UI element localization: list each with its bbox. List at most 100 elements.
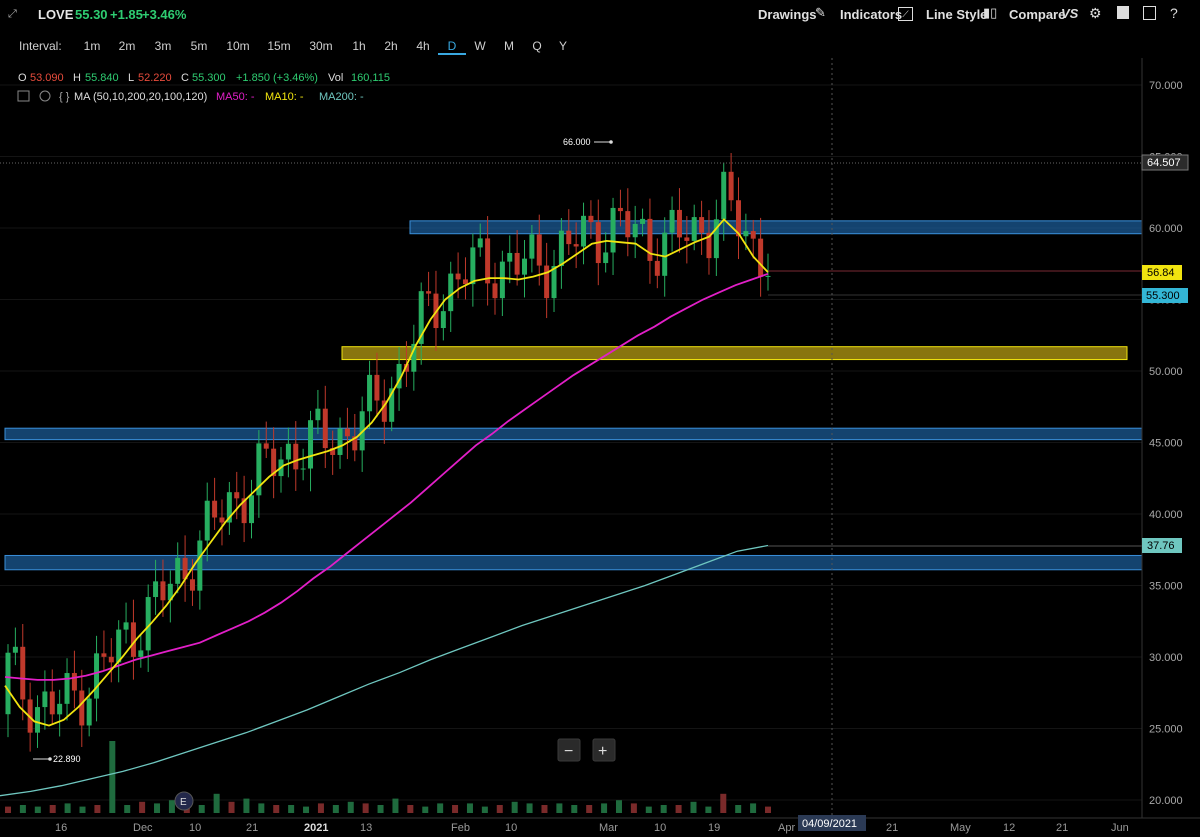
candle: [263, 443, 269, 449]
interval-15m[interactable]: 15m: [267, 39, 291, 53]
candle-style-icon: ▮▯: [983, 5, 998, 20]
line-style-button[interactable]: Line Style: [926, 7, 988, 22]
volume-bar: [79, 806, 86, 813]
candle: [322, 408, 328, 449]
candle: [389, 388, 395, 422]
zoom-in-button[interactable]: +: [592, 738, 616, 762]
interval-10m[interactable]: 10m: [226, 39, 250, 53]
ma10-line: [4, 218, 769, 727]
candle: [728, 171, 734, 201]
interval-d[interactable]: D: [438, 39, 466, 55]
candle: [654, 260, 660, 276]
volume-bar: [735, 805, 742, 813]
candle: [160, 581, 166, 601]
symbol-label[interactable]: LOVE: [38, 7, 74, 22]
candle: [49, 691, 55, 715]
candle: [758, 238, 764, 277]
candle: [522, 258, 528, 275]
candle: [35, 707, 41, 733]
candle: [271, 448, 277, 477]
candle: [514, 252, 520, 275]
x-tick-label: 21: [246, 822, 258, 834]
candle: [226, 492, 232, 523]
interval-1h[interactable]: 1h: [352, 39, 366, 53]
gear-icon[interactable]: ⚙: [1089, 5, 1102, 21]
indicators-button[interactable]: Indicators: [840, 7, 903, 22]
candle: [308, 420, 314, 469]
candle: [470, 247, 476, 285]
popout-icon[interactable]: [1143, 6, 1156, 20]
volume-bar: [452, 805, 459, 813]
indicators-icon: ⟋: [898, 7, 913, 21]
candle: [256, 443, 262, 496]
close-tag: 55.300: [1142, 288, 1188, 303]
candle: [669, 209, 675, 233]
candle: [374, 374, 380, 401]
low-annotation: 22.890: [33, 754, 81, 764]
price-chart[interactable]: O 53.090 H 55.840 L 52.220 C 55.300 +1.8…: [0, 58, 1200, 837]
candle: [721, 171, 727, 220]
candle: [544, 265, 550, 299]
x-tick-label: May: [950, 822, 971, 834]
interval-5m[interactable]: 5m: [190, 39, 208, 53]
candle: [241, 498, 247, 524]
interval-y[interactable]: Y: [558, 39, 567, 53]
interval-2h[interactable]: 2h: [384, 39, 398, 53]
interval-q[interactable]: Q: [532, 39, 542, 53]
study-settings-icon[interactable]: [17, 90, 30, 102]
window-icon[interactable]: [1117, 6, 1129, 19]
earnings-marker[interactable]: E: [174, 791, 194, 811]
candle: [167, 583, 173, 601]
candle: [581, 215, 587, 247]
volume-bar: [288, 805, 295, 813]
candle: [330, 448, 336, 455]
interval-1m[interactable]: 1m: [83, 39, 101, 53]
candle: [12, 646, 18, 653]
high-annotation: 66.000: [563, 137, 613, 147]
volume-bar: [437, 803, 444, 813]
help-icon[interactable]: ?: [1170, 5, 1178, 21]
interval-m[interactable]: M: [504, 39, 514, 53]
candle: [536, 234, 542, 266]
interval-30m[interactable]: 30m: [309, 39, 333, 53]
volume-bar: [64, 803, 71, 813]
candle: [617, 207, 623, 212]
drawings-button[interactable]: Drawings: [758, 7, 817, 22]
expand-icon[interactable]: ⤢: [8, 8, 17, 20]
svg-text:37.76: 37.76: [1147, 540, 1175, 552]
candle: [403, 363, 409, 372]
candle: [94, 653, 100, 699]
volume-bar: [154, 803, 161, 813]
y-tick-label: 40.000: [1149, 509, 1183, 521]
candle: [64, 673, 70, 704]
ohlc-l-label: L: [128, 72, 134, 84]
y-tick-label: 35.000: [1149, 581, 1183, 593]
candle: [108, 656, 114, 663]
svg-text:64.507: 64.507: [1147, 157, 1181, 169]
candle: [684, 237, 690, 241]
interval-2m[interactable]: 2m: [118, 39, 136, 53]
volume-bar: [690, 801, 697, 813]
candle: [477, 238, 483, 248]
candle: [130, 622, 136, 657]
interval-4h[interactable]: 4h: [416, 39, 430, 53]
volume-bar: [422, 806, 429, 813]
compare-button[interactable]: Compare: [1009, 7, 1066, 22]
interval-label: Interval:: [19, 39, 62, 53]
interval-w[interactable]: W: [474, 39, 486, 53]
ohlc-c-label: C: [181, 72, 189, 84]
volume-bar: [541, 805, 548, 813]
x-tick-label: 13: [360, 822, 372, 834]
candle: [300, 468, 306, 470]
candle: [116, 629, 122, 663]
ohlc-o-label: O: [18, 72, 27, 84]
candle: [20, 646, 26, 700]
volume-bar: [273, 805, 280, 813]
x-tick-label: 21: [886, 822, 898, 834]
zone-resistance: [409, 220, 1143, 235]
interval-3m[interactable]: 3m: [154, 39, 172, 53]
candle: [153, 581, 159, 598]
study-visibility-icon[interactable]: [39, 90, 51, 102]
zoom-out-button[interactable]: −: [557, 738, 581, 762]
volume-bar: [765, 806, 771, 813]
